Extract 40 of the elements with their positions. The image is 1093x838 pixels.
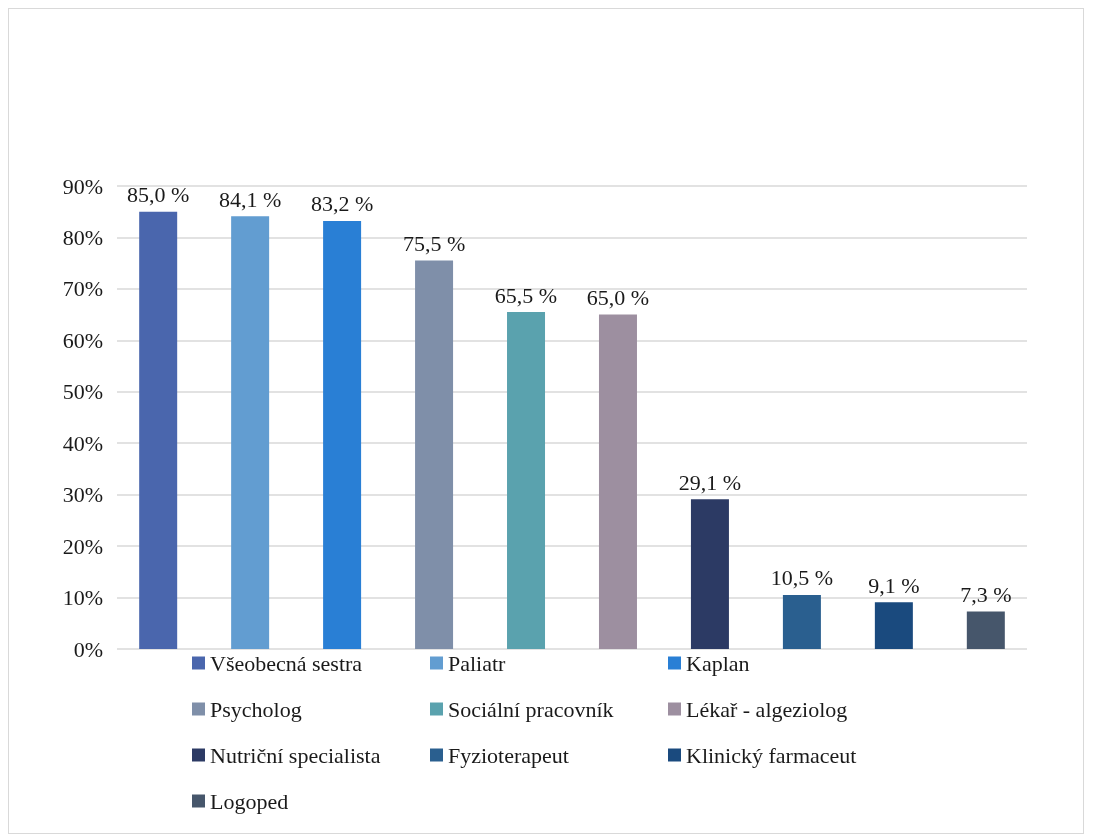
y-tick-label: 60% <box>62 327 103 353</box>
data-label: 10,5 % <box>770 565 834 591</box>
bar <box>874 602 913 649</box>
bar <box>231 216 270 649</box>
bar <box>323 220 362 649</box>
y-tick-label: 50% <box>62 379 103 405</box>
y-tick-label: 0% <box>73 636 103 662</box>
bar <box>507 312 546 649</box>
legend-label: Sociální pracovník <box>448 696 614 722</box>
legend-label: Kaplan <box>686 650 750 676</box>
legend-label: Paliatr <box>448 650 507 676</box>
y-tick-label: 90% <box>62 173 103 199</box>
legend-label: Všeobecná sestra <box>210 650 363 676</box>
legend-label: Lékař - algeziolog <box>686 696 848 722</box>
legend-label: Psycholog <box>210 696 302 722</box>
y-tick-label: 40% <box>62 430 103 456</box>
y-tick-label: 20% <box>62 533 103 559</box>
y-tick-label: 80% <box>62 224 103 250</box>
bar <box>690 499 729 649</box>
data-label: 65,0 % <box>586 285 650 311</box>
legend-label: Klinický farmaceut <box>686 742 857 768</box>
bar <box>415 260 454 649</box>
data-label: 84,1 % <box>218 186 282 212</box>
data-label: 9,1 % <box>868 572 920 598</box>
data-label: 7,3 % <box>960 581 1012 607</box>
bar <box>966 611 1005 649</box>
data-label: 29,1 % <box>678 469 742 495</box>
bar <box>139 211 178 649</box>
data-label: 83,2 % <box>310 191 374 217</box>
bar <box>598 314 637 649</box>
y-tick-label: 30% <box>62 482 103 508</box>
data-label: 75,5 % <box>402 231 466 257</box>
legend-label: Fyzioterapeut <box>448 742 569 768</box>
legend-label: Nutriční specialista <box>210 742 381 768</box>
legend-label: Logoped <box>210 788 289 814</box>
y-tick-label: 70% <box>62 276 103 302</box>
data-label: 85,0 % <box>127 182 190 208</box>
bar <box>782 594 821 649</box>
data-label: 65,5 % <box>494 282 558 308</box>
y-tick-label: 10% <box>62 585 103 611</box>
